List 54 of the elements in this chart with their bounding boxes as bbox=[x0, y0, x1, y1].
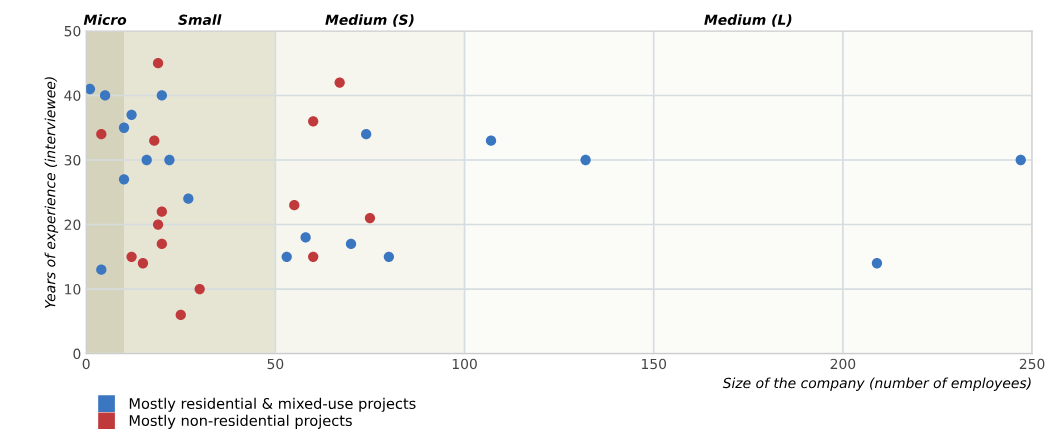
point bbox=[194, 283, 205, 295]
point bbox=[86, 83, 96, 95]
point bbox=[175, 309, 186, 321]
x-tick-label: 200 bbox=[830, 358, 856, 370]
y-tick-label: 10 bbox=[65, 284, 81, 295]
y-axis-title: Years of experience (interviewee) bbox=[44, 77, 59, 308]
band-label: Medium (L) bbox=[704, 14, 792, 27]
point bbox=[289, 200, 300, 211]
point bbox=[364, 212, 376, 224]
point bbox=[152, 58, 164, 69]
point bbox=[485, 135, 497, 146]
y-tick-label: 50 bbox=[64, 25, 81, 37]
point bbox=[156, 206, 167, 217]
y-tick-label: 30 bbox=[64, 154, 81, 166]
point bbox=[156, 238, 167, 250]
band-label: Medium (S) bbox=[325, 14, 414, 27]
point bbox=[156, 90, 167, 101]
x-tick-label: 250 bbox=[1019, 358, 1045, 370]
point bbox=[1015, 154, 1026, 166]
legend-label: Mostly residential & mixed-use projects bbox=[129, 397, 416, 412]
point bbox=[281, 251, 292, 262]
band-label: Small bbox=[178, 14, 222, 26]
x-axis-title: Size of the company (number of employees) bbox=[722, 377, 1031, 391]
point bbox=[383, 251, 395, 262]
point bbox=[871, 258, 883, 269]
point bbox=[334, 77, 345, 88]
point bbox=[141, 154, 152, 166]
point bbox=[361, 129, 372, 140]
x-tick-label: 100 bbox=[452, 358, 477, 370]
legend-label: Mostly non-residential projects bbox=[129, 414, 352, 429]
point bbox=[164, 154, 175, 166]
point bbox=[308, 251, 319, 262]
x-tick-label: 50 bbox=[267, 358, 284, 370]
y-tick-label: 0 bbox=[73, 348, 81, 360]
point bbox=[99, 90, 111, 101]
x-tick-label: 150 bbox=[641, 358, 667, 370]
band-label: Micro bbox=[83, 14, 127, 26]
point bbox=[96, 264, 107, 275]
point bbox=[149, 135, 160, 146]
point bbox=[183, 193, 194, 204]
point bbox=[126, 251, 137, 262]
x-tick-label: 0 bbox=[82, 358, 90, 370]
y-tick-label: 40 bbox=[64, 90, 81, 101]
point bbox=[126, 109, 137, 120]
point bbox=[345, 238, 357, 250]
point bbox=[580, 154, 591, 166]
point bbox=[118, 174, 130, 185]
point bbox=[137, 258, 149, 269]
point bbox=[300, 232, 311, 243]
point bbox=[96, 129, 107, 140]
point bbox=[118, 122, 130, 133]
point bbox=[152, 219, 164, 230]
y-tick-label: 20 bbox=[64, 219, 81, 231]
point bbox=[308, 116, 319, 127]
